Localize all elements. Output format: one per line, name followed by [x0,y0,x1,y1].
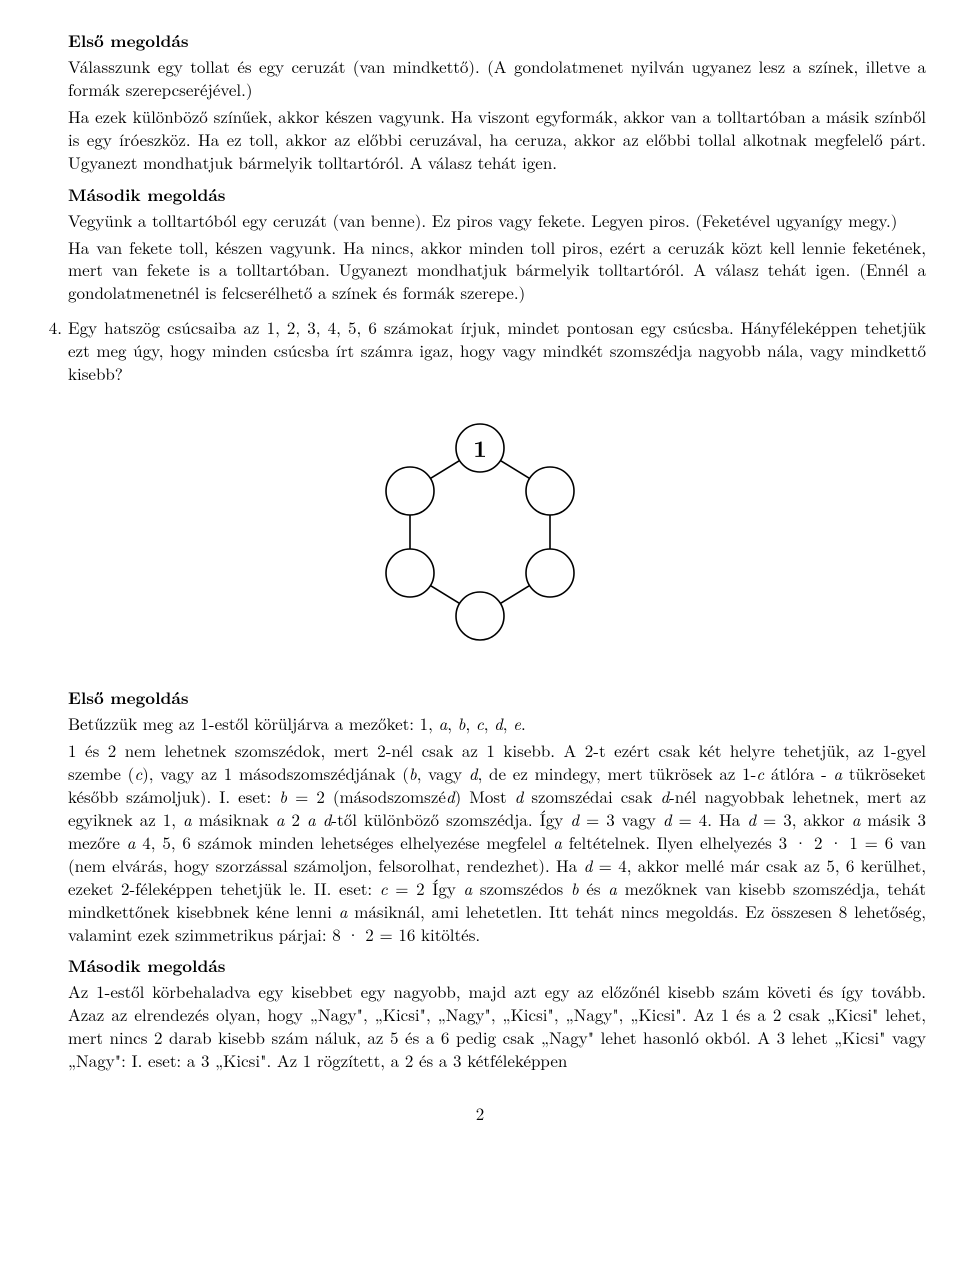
solution-2-para-1: Vegyünk a tolltartóból egy ceruzát (van … [68,209,926,232]
solution-4-heading: Második megoldás [68,955,926,978]
hexagon-diagram: 1 [34,413,926,653]
solution-1-para-1: Válasszunk egy tollat és egy ceruzát (va… [68,55,926,101]
solution-1-para-2: Ha ezek különböző színűek, akkor készen … [68,105,926,174]
solution-3-para-2: 1 és 2 nem lehetnek szomszédok, mert 2-n… [68,739,926,945]
svg-text:1: 1 [473,431,487,465]
solution-2-para-2: Ha van fekete toll, készen vagyunk. Ha n… [68,236,926,305]
solution-3-para-1: Betűzzük meg az 1-estől körüljárva a mez… [68,712,926,735]
problem-4-number: 4. [34,316,68,385]
problem-4-text: Egy hatszög csúcsaiba az 1, 2, 3, 4, 5, … [68,316,926,385]
solution-2-heading: Második megoldás [68,184,926,207]
solution-1-heading: Első megoldás [68,30,926,53]
solution-3-heading: Első megoldás [68,687,926,710]
hexagon-svg: 1 [310,413,650,653]
solution-4-para: Az 1-estől körbehaladva egy kisebbet egy… [68,980,926,1072]
page-number: 2 [34,1102,926,1125]
